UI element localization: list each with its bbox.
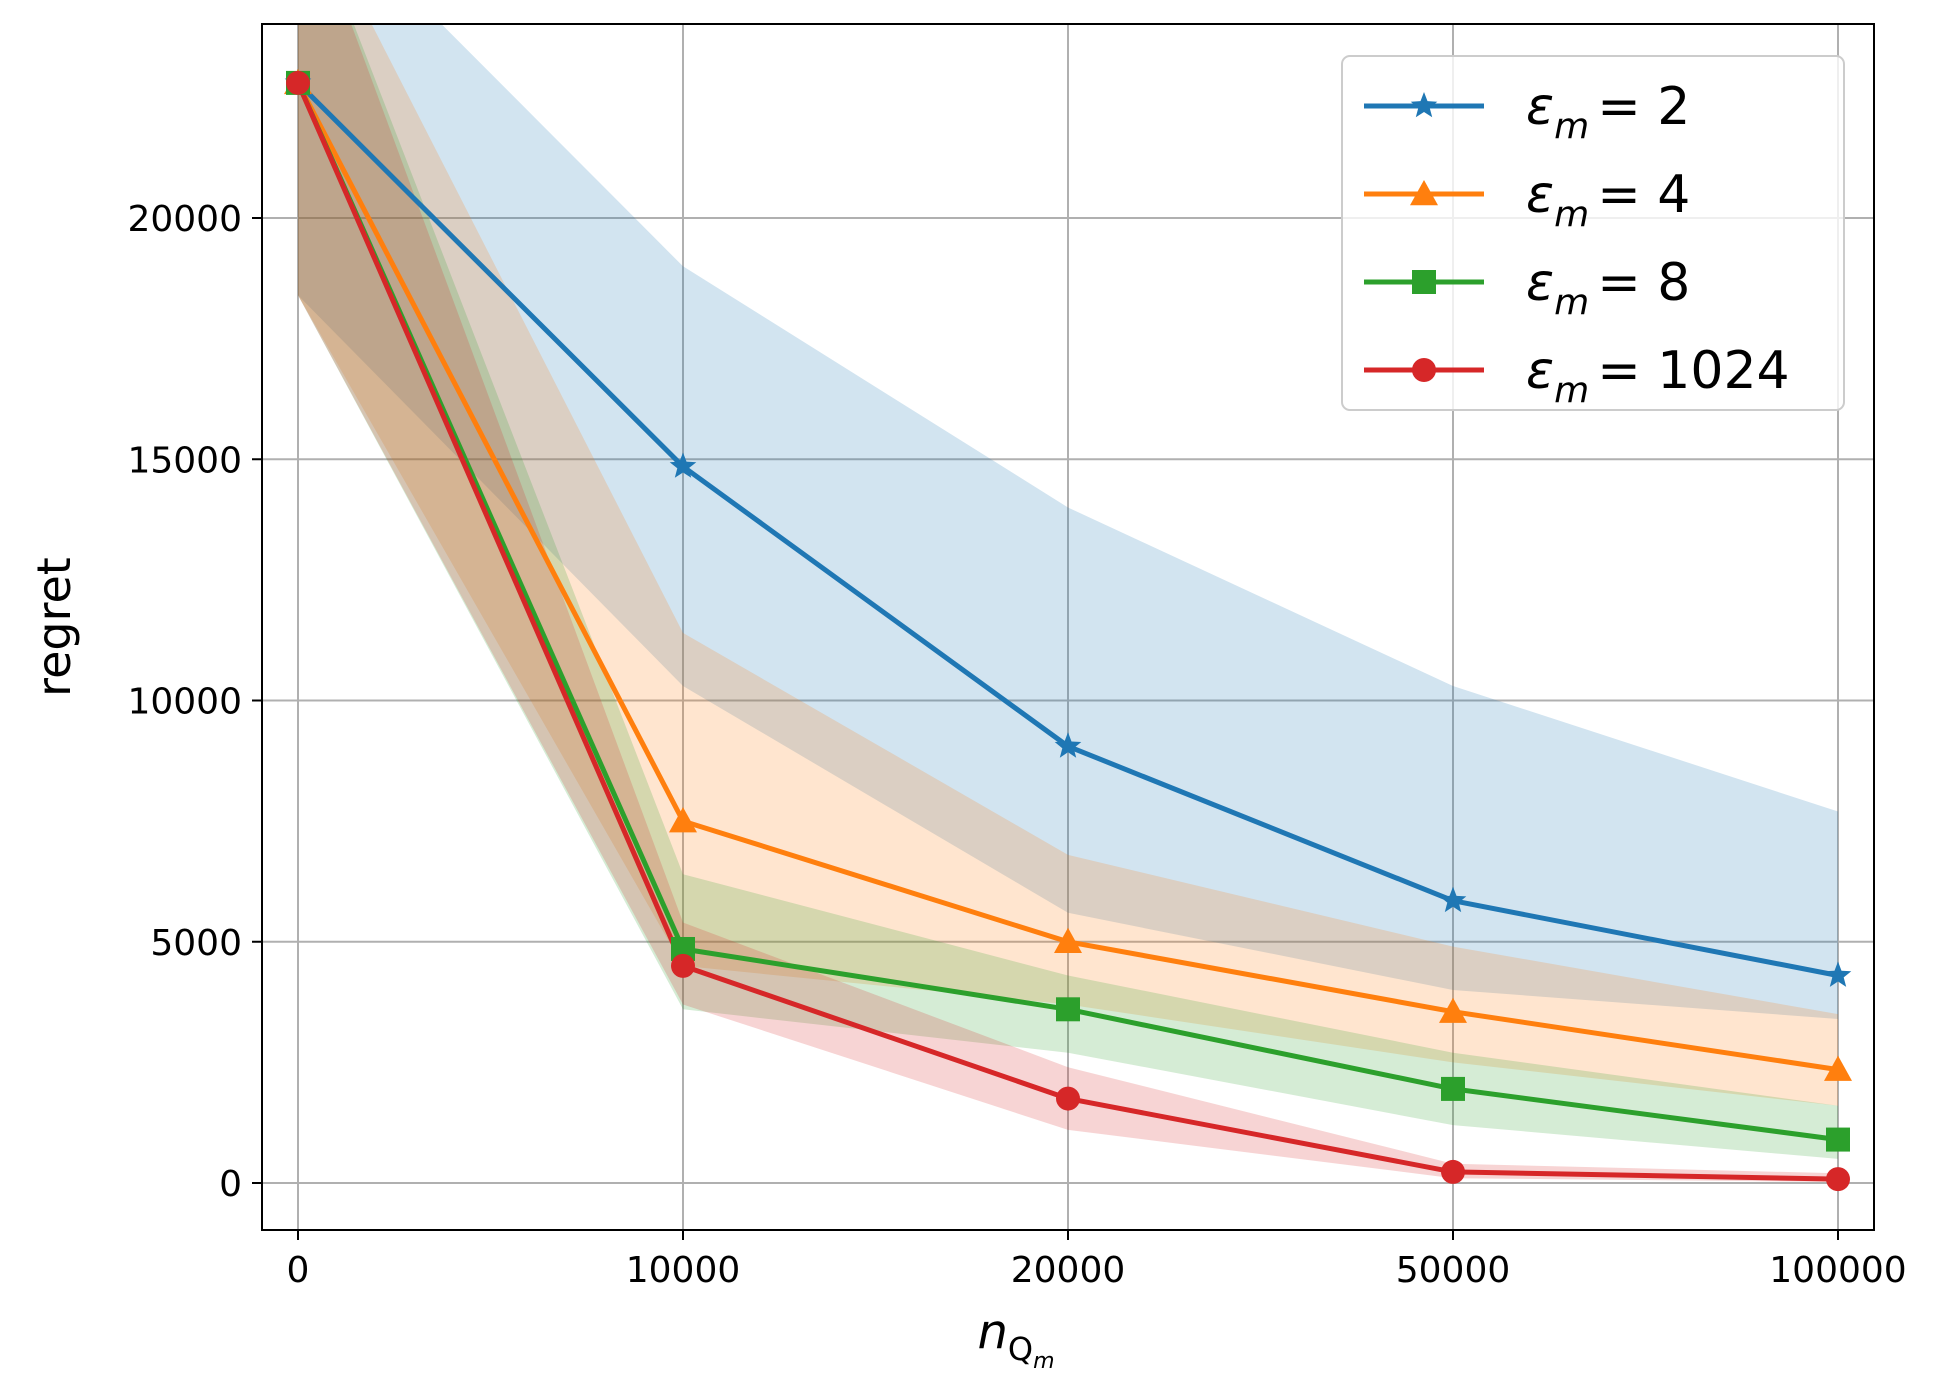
x-tick-label: 20000 (1011, 1250, 1126, 1291)
x-axis-ticks: 0 10000 20000 50000 100000 (287, 1230, 1907, 1291)
legend-label-value: = 4 (1597, 165, 1690, 225)
series-3-point (1826, 1167, 1850, 1192)
series-0-confidence-band (298, 24, 1838, 1019)
x-axis-label: nQm (977, 1304, 1054, 1374)
series-markers (284, 68, 1852, 1192)
y-axis-ticks: 0 5000 10000 15000 20000 (127, 199, 262, 1205)
legend-entry: εm = 2 (1364, 77, 1690, 147)
series-3-point (671, 953, 695, 978)
x-tick-label: 100000 (1769, 1250, 1906, 1291)
legend-label-symbol: ε (1526, 341, 1554, 401)
series-3-point (286, 70, 310, 95)
series-2-point (1826, 1127, 1850, 1152)
legend-label-sub: m (1554, 370, 1589, 411)
legend-box (1341, 55, 1845, 411)
x-tick-label: 50000 (1396, 1250, 1511, 1291)
x-axis-label-subsub: m (1033, 1349, 1054, 1374)
y-tick-label: 10000 (127, 682, 242, 723)
series-1-confidence-band (298, 24, 1838, 1106)
series-3-point (1056, 1086, 1080, 1111)
series-0-point (1439, 886, 1467, 913)
y-tick-label: 15000 (127, 440, 242, 481)
series-0-point (1054, 732, 1082, 758)
legend-label-value: = 8 (1597, 253, 1690, 313)
legend-marker (1412, 270, 1436, 294)
legend-label-sub: m (1554, 194, 1589, 235)
series-0-point (1824, 961, 1852, 987)
x-axis-label-sub: Q (1008, 1330, 1033, 1368)
legend-label-symbol: ε (1526, 77, 1554, 137)
legend-label: εm = 4 (1526, 165, 1690, 235)
y-tick-label: 5000 (150, 923, 242, 964)
legend-entry: εm = 8 (1364, 253, 1690, 323)
legend-label-sub: m (1554, 106, 1589, 147)
legend-label-value: = 1024 (1597, 341, 1789, 401)
x-axis-label-main: n (977, 1304, 1007, 1360)
legend: εm = 2εm = 4εm = 8εm = 1024 (1341, 55, 1845, 411)
series-2-point (1441, 1076, 1465, 1101)
legend-label-symbol: ε (1526, 253, 1554, 313)
legend-label: εm = 8 (1526, 253, 1690, 323)
legend-marker (1410, 92, 1438, 118)
series-3-point (1441, 1159, 1465, 1184)
x-tick-label: 0 (287, 1250, 310, 1291)
y-tick-label: 0 (219, 1164, 242, 1205)
legend-entry: εm = 4 (1364, 165, 1690, 235)
series-1-point (1824, 1055, 1852, 1081)
y-axis-label: regret (27, 557, 81, 697)
legend-label-value: = 2 (1597, 77, 1690, 137)
legend-marker (1412, 358, 1436, 382)
legend-label-symbol: ε (1526, 165, 1554, 225)
series-1-point (1439, 997, 1467, 1023)
legend-label: εm = 2 (1526, 77, 1690, 147)
series-0-point (669, 452, 697, 478)
confidence-bands (298, 24, 1838, 1182)
y-tick-label: 20000 (127, 199, 242, 240)
legend-entry: εm = 1024 (1364, 341, 1790, 411)
legend-label-sub: m (1554, 282, 1589, 323)
series-2-point (1056, 997, 1080, 1022)
series-1-point (669, 807, 697, 833)
legend-label: εm = 1024 (1526, 341, 1790, 411)
series-2-confidence-band (298, 24, 1838, 1159)
x-tick-label: 10000 (626, 1250, 741, 1291)
legend-marker (1410, 180, 1438, 206)
series-1-point (1054, 927, 1082, 953)
